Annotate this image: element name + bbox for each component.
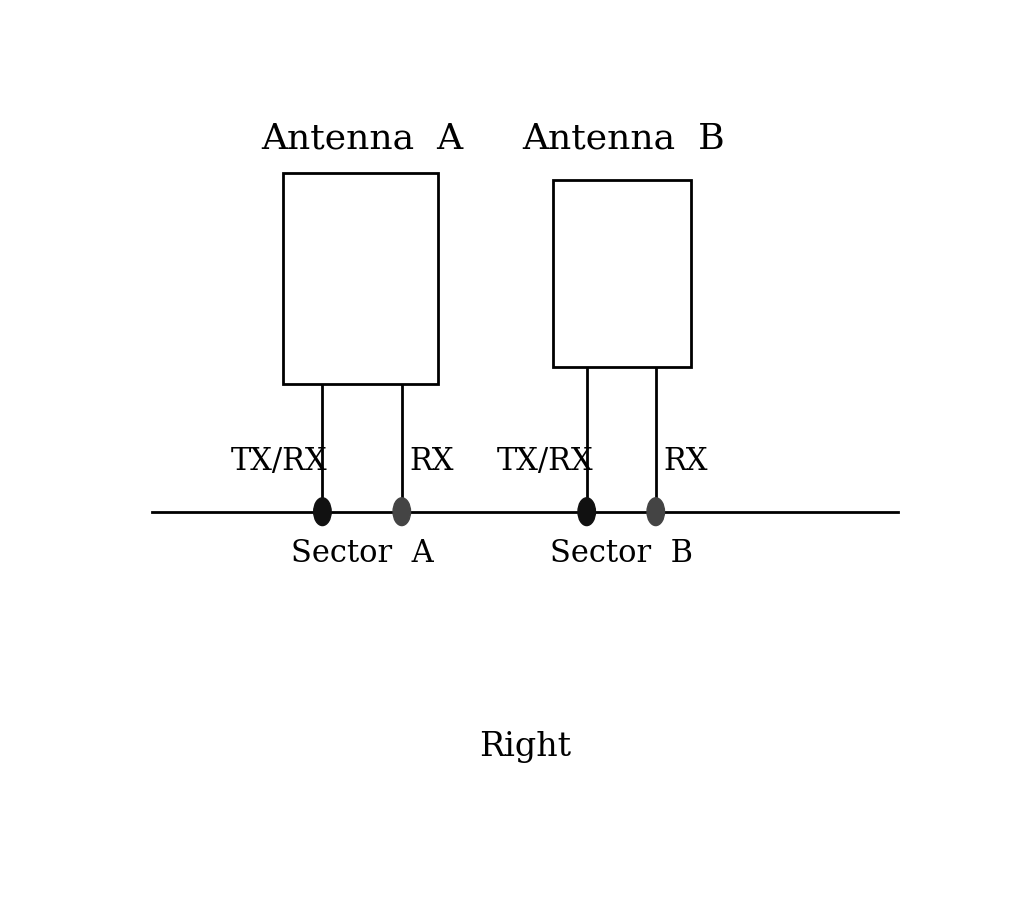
Text: Sector  A: Sector A: [291, 537, 433, 569]
Bar: [283, 173, 437, 384]
Text: RX: RX: [410, 446, 455, 477]
Text: Antenna  B: Antenna B: [522, 122, 725, 156]
Text: RX: RX: [664, 446, 709, 477]
Ellipse shape: [313, 498, 331, 526]
Ellipse shape: [578, 498, 595, 526]
Ellipse shape: [647, 498, 665, 526]
Bar: [553, 180, 691, 367]
Text: Sector  B: Sector B: [550, 537, 693, 569]
Text: Antenna  A: Antenna A: [261, 122, 463, 156]
Text: TX/RX: TX/RX: [497, 446, 594, 477]
Text: Right: Right: [479, 730, 570, 762]
Ellipse shape: [393, 498, 411, 526]
Text: TX/RX: TX/RX: [231, 446, 328, 477]
